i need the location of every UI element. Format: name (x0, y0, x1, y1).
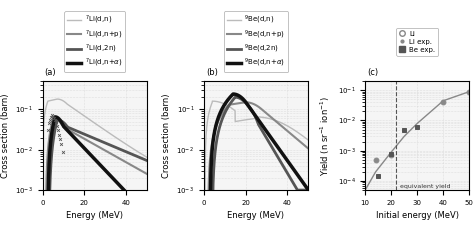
Text: (c): (c) (367, 68, 378, 77)
X-axis label: Energy (MeV): Energy (MeV) (228, 211, 284, 220)
Text: equivalent yield: equivalent yield (401, 184, 451, 189)
Text: (b): (b) (206, 68, 218, 77)
X-axis label: Initial energy (MeV): Initial energy (MeV) (376, 211, 459, 220)
Y-axis label: Yield (n sr$^{-1}$ ion$^{-1}$): Yield (n sr$^{-1}$ ion$^{-1}$) (319, 96, 332, 176)
Text: (a): (a) (45, 68, 56, 77)
X-axis label: Energy (MeV): Energy (MeV) (66, 211, 123, 220)
Legend: $^{9}$Be(d,n), $^{9}$Be(d,n+p), $^{9}$Be(d,2n), $^{9}$Be(d,n+$\alpha$): $^{9}$Be(d,n), $^{9}$Be(d,n+p), $^{9}$Be… (224, 11, 288, 72)
Y-axis label: Cross section (barn): Cross section (barn) (0, 93, 9, 178)
Y-axis label: Cross section (barn): Cross section (barn) (162, 93, 171, 178)
Legend: $^{7}$Li(d,n), $^{7}$Li(d,n+p), $^{7}$Li(d,2n), $^{7}$Li(d,n+$\alpha$): $^{7}$Li(d,n), $^{7}$Li(d,n+p), $^{7}$Li… (64, 11, 125, 72)
Legend: Li, Li exp., Be exp.: Li, Li exp., Be exp. (396, 28, 438, 56)
